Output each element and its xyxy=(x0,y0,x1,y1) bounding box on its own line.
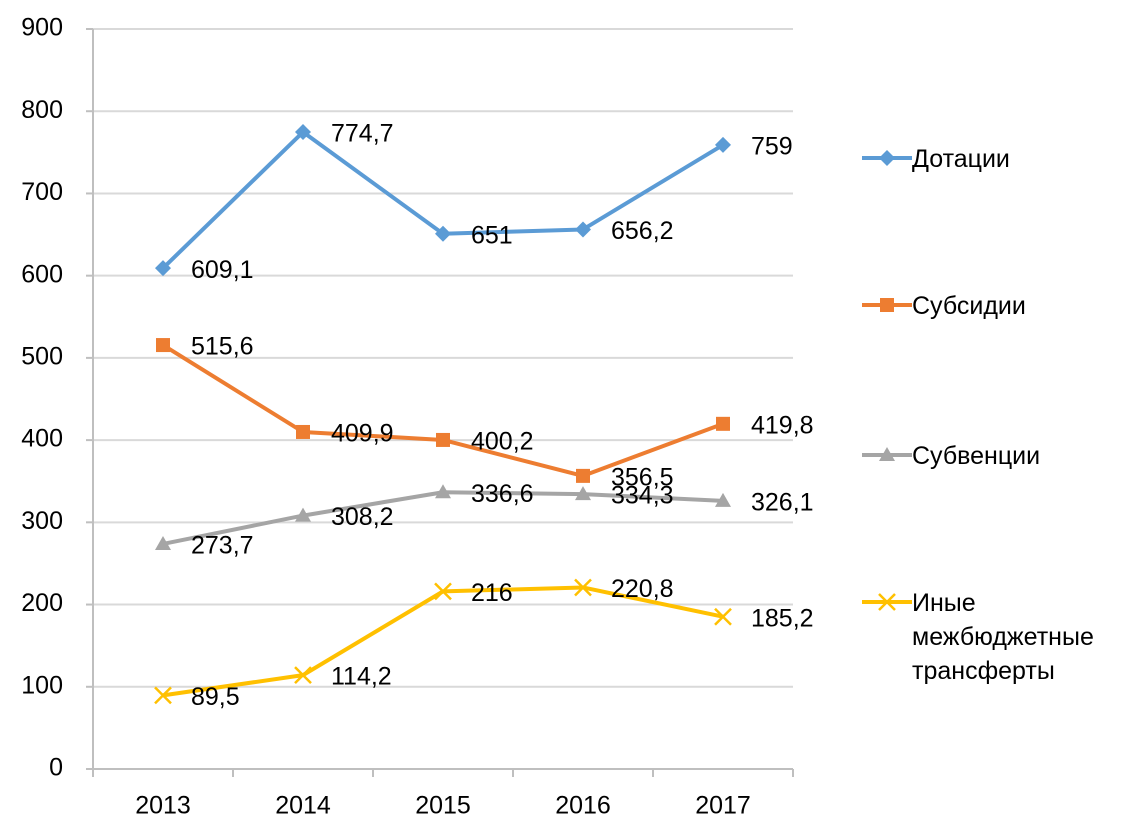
data-point xyxy=(435,484,451,499)
data-point xyxy=(155,260,171,277)
x-tick-label: 2017 xyxy=(695,792,751,820)
data-point xyxy=(714,607,732,626)
legend-label: Субвенции xyxy=(912,442,1041,470)
legend-label: Иные межбюджетные трансферты xyxy=(912,589,1094,685)
data-point xyxy=(295,124,311,141)
legend-item: Дотации xyxy=(862,142,1143,176)
data-point xyxy=(716,416,730,431)
data-point xyxy=(435,225,451,242)
data-point xyxy=(296,424,310,439)
y-tick-label: 200 xyxy=(21,589,63,617)
data-point xyxy=(295,507,311,522)
data-point xyxy=(156,338,170,353)
data-point xyxy=(434,582,452,601)
legend-label: Дотации xyxy=(912,145,1010,173)
legend-item: Субвенции xyxy=(862,439,1143,473)
y-tick-label: 700 xyxy=(21,178,63,206)
y-tick-label: 900 xyxy=(21,14,63,42)
data-label: 400,2 xyxy=(471,428,534,456)
x-tick-label: 2016 xyxy=(555,792,611,820)
legend-marker xyxy=(879,447,895,461)
series-line xyxy=(161,343,724,478)
data-label: 419,8 xyxy=(751,411,814,439)
data-label: 336,6 xyxy=(471,480,534,508)
data-label: 273,7 xyxy=(191,532,254,560)
data-label: 774,7 xyxy=(331,120,394,148)
legend-item: Иные межбюджетные трансферты xyxy=(862,586,1143,688)
legend-marker xyxy=(880,298,894,312)
data-label: 609,1 xyxy=(191,256,254,284)
y-tick-label: 600 xyxy=(21,260,63,288)
legend-marker xyxy=(878,593,896,611)
data-point xyxy=(715,136,731,153)
y-tick-label: 300 xyxy=(21,507,63,535)
data-label: 651 xyxy=(471,221,513,249)
data-point xyxy=(575,221,591,238)
legend-icon xyxy=(862,298,912,312)
data-point xyxy=(574,578,592,597)
legend-item: Субсидии xyxy=(862,289,1143,323)
data-label: 216 xyxy=(471,579,513,607)
y-tick-label: 800 xyxy=(21,96,63,124)
data-point xyxy=(155,535,171,550)
series-line xyxy=(161,130,725,270)
data-label: 114,2 xyxy=(331,663,392,691)
legend-marker xyxy=(879,150,895,166)
data-label: 89,5 xyxy=(191,683,240,711)
data-label: 220,8 xyxy=(611,575,674,603)
legend-icon xyxy=(862,447,912,461)
data-point xyxy=(294,666,312,684)
data-point xyxy=(576,468,590,483)
data-point xyxy=(436,432,450,447)
y-tick-label: 0 xyxy=(49,754,63,782)
x-tick-label: 2013 xyxy=(135,792,191,820)
data-point xyxy=(154,686,172,705)
legend-label: Субсидии xyxy=(912,292,1026,320)
data-label: 515,6 xyxy=(191,333,254,361)
data-label: 759 xyxy=(751,133,793,161)
y-tick-label: 100 xyxy=(21,671,63,699)
y-tick-label: 400 xyxy=(21,425,63,453)
data-label: 326,1 xyxy=(751,488,814,516)
data-label: 656,2 xyxy=(611,217,674,245)
x-tick-label: 2015 xyxy=(415,792,471,820)
y-tick-label: 500 xyxy=(21,342,63,370)
data-point xyxy=(715,492,731,507)
x-tick-label: 2014 xyxy=(275,792,331,820)
data-label: 409,9 xyxy=(331,420,394,448)
data-label: 185,2 xyxy=(751,604,814,632)
data-point xyxy=(575,486,591,501)
data-label: 334,3 xyxy=(611,482,674,510)
legend-icon xyxy=(862,150,912,166)
legend-icon xyxy=(862,593,912,611)
data-label: 308,2 xyxy=(331,503,394,531)
data-label: 356,5 xyxy=(611,463,674,491)
